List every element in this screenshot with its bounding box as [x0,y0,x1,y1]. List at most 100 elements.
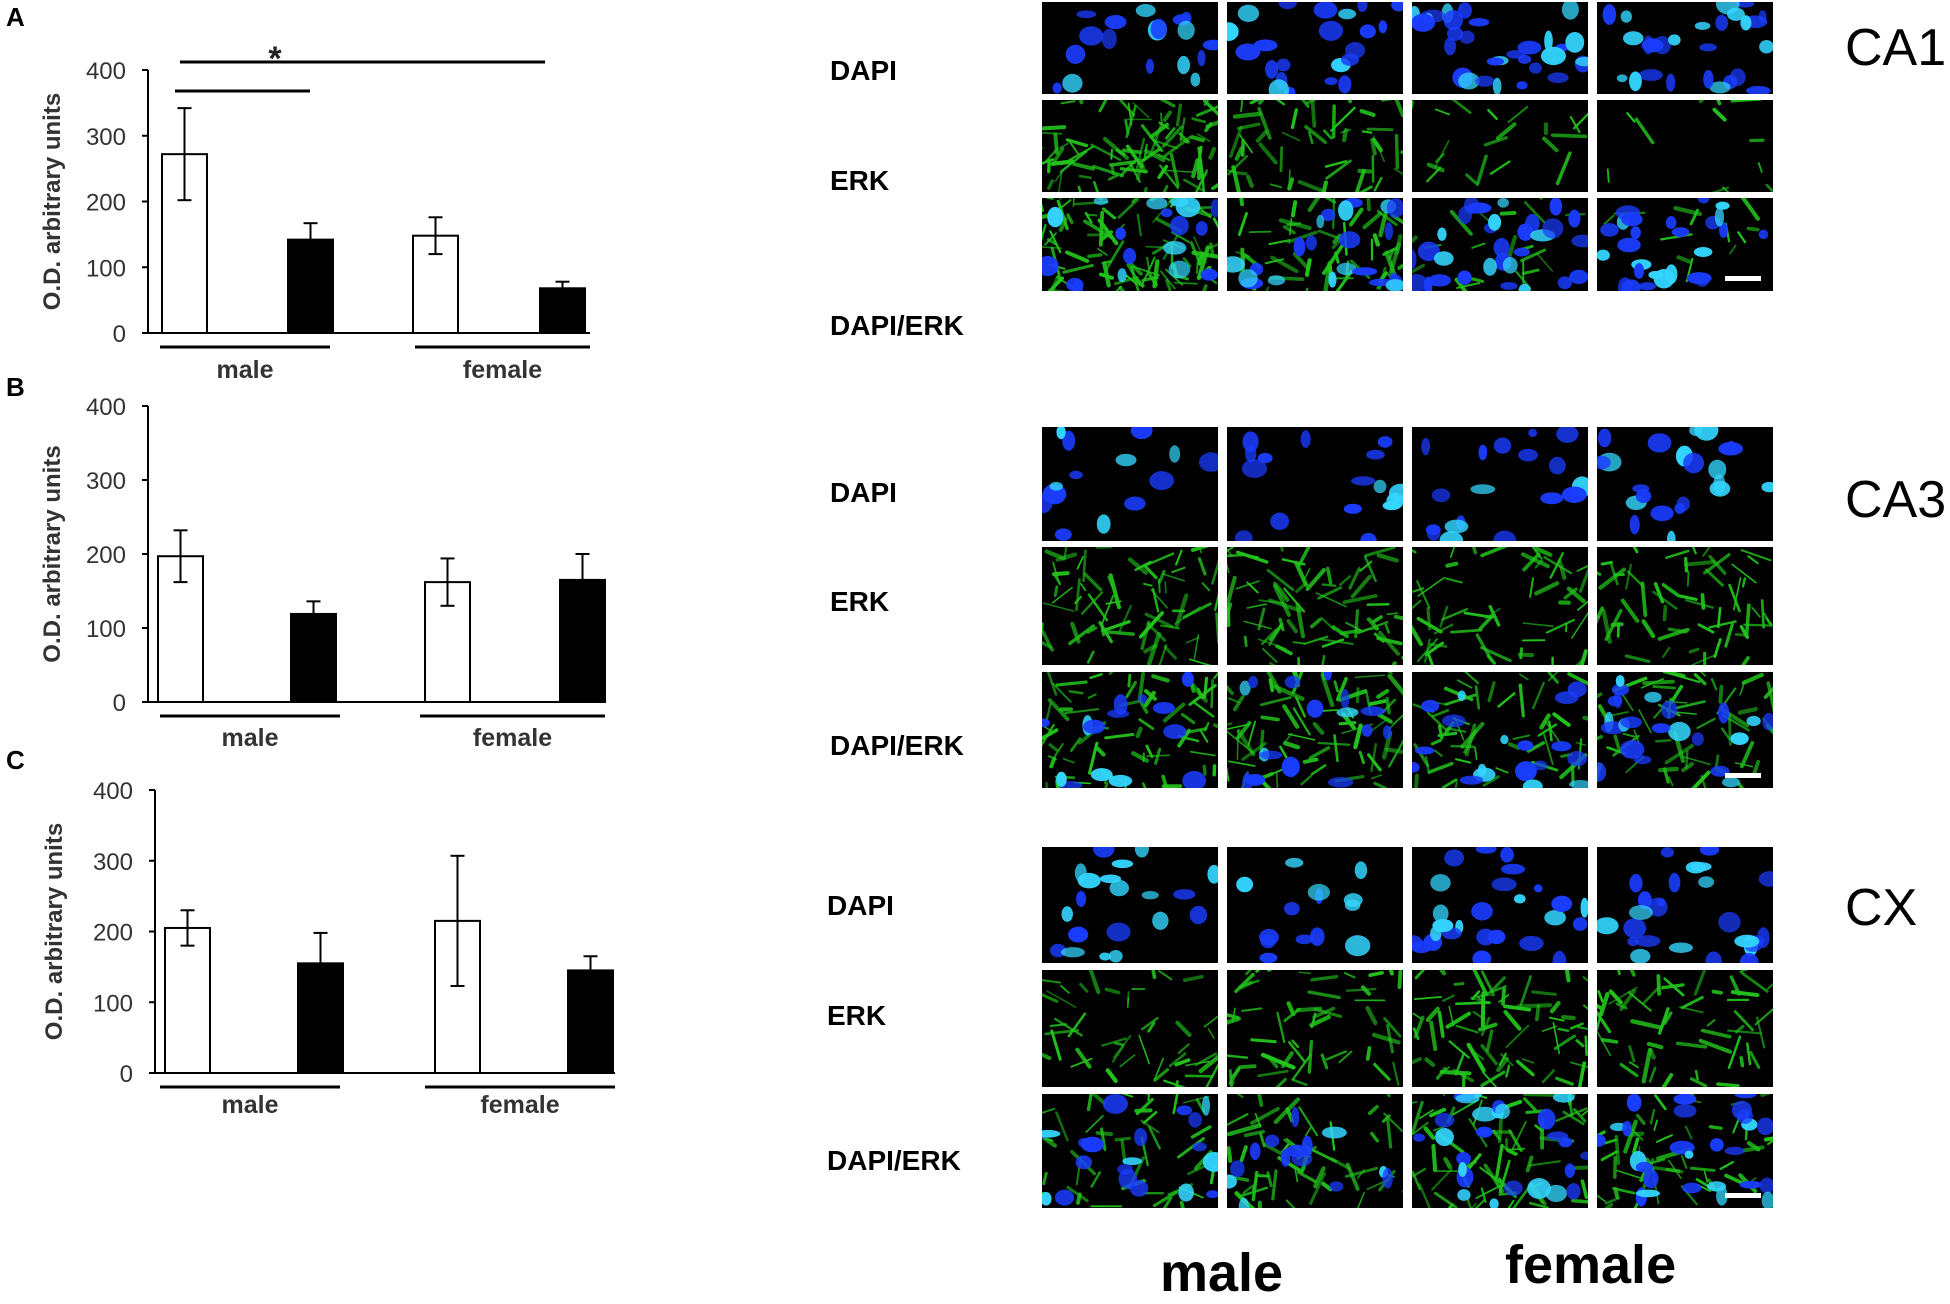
erk-signal [1273,1171,1276,1199]
erk-signal [1428,1009,1438,1020]
erk-signal [1345,973,1355,977]
dapi-nucleus [1703,70,1713,89]
erk-signal [1199,559,1205,574]
dapi-nucleus [1146,198,1167,209]
erk-signal [1683,764,1692,770]
erk-signal [1433,740,1441,743]
erk-signal [1630,1047,1634,1062]
erk-signal [1268,570,1293,590]
erk-signal [1412,601,1420,614]
erk-signal [1148,1094,1150,1100]
dapi-nucleus [1458,206,1472,224]
dapi-nucleus [1616,675,1625,687]
erk-signal [1227,555,1242,557]
erk-signal [1075,100,1082,102]
micrograph-texture [1042,2,1218,94]
dapi-nucleus [1083,720,1105,734]
erk-signal [1205,723,1209,730]
erk-signal [1597,1193,1605,1201]
erk-signal [1175,1081,1177,1087]
erk-signal [1055,587,1057,596]
dapi-nucleus [1182,672,1194,687]
erk-signal [1227,768,1228,780]
chart-c-y-axis-label: O.D. arbitrary units [41,823,68,1040]
erk-signal [1370,701,1385,704]
erk-signal [1128,998,1129,1008]
erk-signal [1632,1021,1660,1027]
dapi-nucleus [1099,952,1111,960]
dapi-nucleus [1042,718,1050,727]
erk-signal [1365,214,1380,227]
dapi-nucleus [1253,39,1277,51]
chart-c-bar-female-filled [568,970,613,1073]
erk-signal [1258,132,1266,141]
erk-signal [1630,1062,1638,1067]
micrograph-texture [1227,2,1403,94]
erk-signal [1523,623,1553,626]
erk-signal [1615,1189,1617,1197]
erk-signal [1739,784,1758,788]
dapi-nucleus [1597,250,1610,261]
dapi-nucleus [1314,2,1338,19]
erk-signal [1718,1084,1738,1086]
erk-signal [1296,563,1306,585]
chart-b-y-tick-label: 200 [86,542,126,569]
erk-signal [1205,678,1207,697]
erk-signal [1244,621,1271,628]
erk-signal [1227,578,1235,606]
erk-signal [1604,215,1613,223]
erk-signal [1293,202,1295,215]
erk-signal [1530,578,1533,596]
erk-signal [1235,114,1260,117]
micrograph-cx-erk-3 [1410,968,1590,1089]
row-label-ca1-merge: DAPI/ERK [830,310,964,342]
erk-signal [1280,747,1287,759]
erk-signal [1456,759,1470,762]
erk-signal [1089,255,1101,256]
erk-signal [1143,554,1173,567]
dapi-nucleus [1623,918,1646,938]
erk-signal [1212,680,1213,707]
dapi-nucleus [1338,9,1356,20]
dapi-nucleus [1685,1151,1694,1159]
erk-signal [1721,1162,1733,1169]
erk-signal [1623,601,1638,621]
erk-signal [1586,1037,1587,1055]
erk-signal [1109,175,1117,179]
dapi-nucleus [1308,884,1330,901]
row-label-cx-dapi: DAPI [827,890,894,922]
erk-signal [1243,141,1244,155]
erk-signal [1089,743,1096,773]
dapi-nucleus [1617,238,1641,253]
erk-signal [1762,600,1763,627]
erk-signal [1472,244,1484,248]
erk-signal [1042,979,1060,982]
erk-signal [1260,145,1275,163]
dapi-nucleus [1568,681,1587,697]
erk-signal [1119,200,1138,218]
erk-signal [1716,756,1718,768]
micrograph-texture [1597,847,1773,963]
dapi-nucleus [1413,1133,1425,1141]
dapi-nucleus [1488,930,1506,944]
erk-signal [1427,168,1440,181]
dapi-nucleus [1435,1128,1454,1146]
dapi-nucleus [1694,247,1713,257]
erk-signal [1248,177,1252,186]
dapi-nucleus [1515,761,1537,781]
dapi-nucleus [1193,1142,1207,1151]
erk-signal [1767,185,1773,192]
erk-signal [1108,1070,1116,1081]
dapi-nucleus [1188,1112,1202,1128]
erk-signal [1435,1193,1456,1207]
micrograph-ca1-dapi-1 [1040,0,1220,96]
erk-signal [1387,749,1403,753]
dapi-nucleus [1622,1121,1632,1137]
dapi-nucleus [1284,902,1300,915]
erk-signal [1307,260,1310,275]
erk-signal [1597,1031,1610,1055]
dapi-nucleus [1338,75,1351,93]
dapi-nucleus [1102,29,1117,49]
dapi-nucleus [1542,218,1563,238]
erk-signal [1091,971,1098,993]
